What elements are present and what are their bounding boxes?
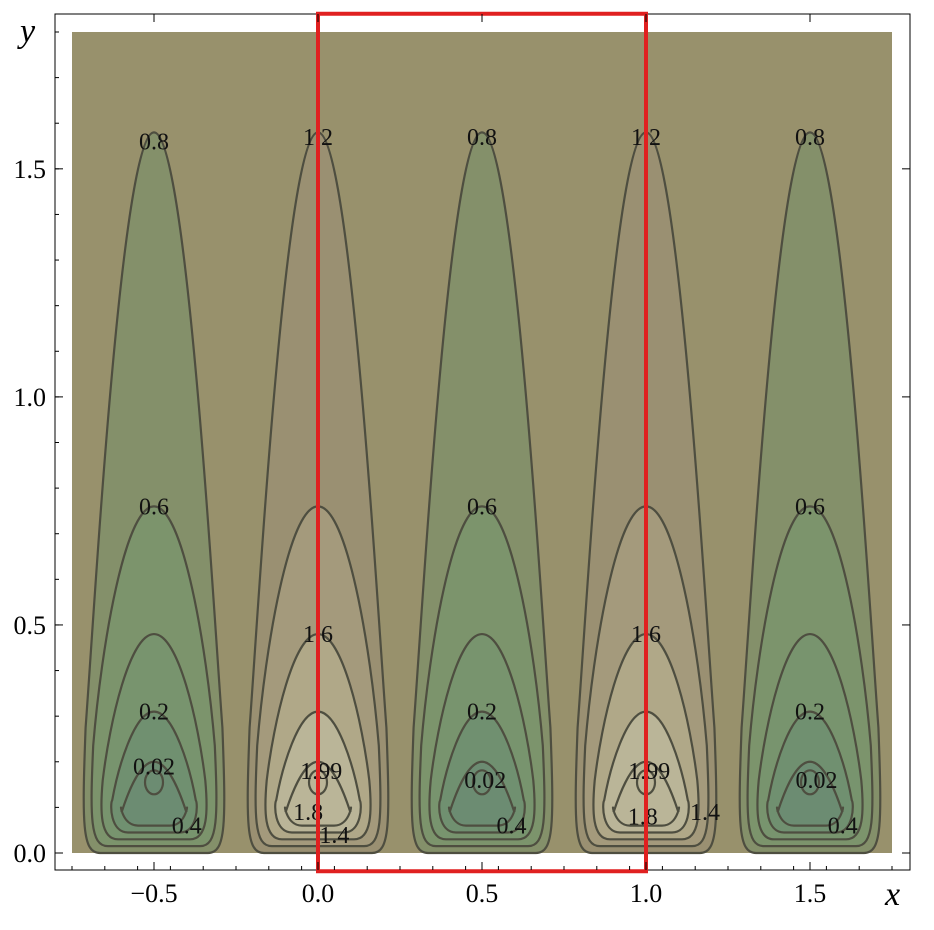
contour-label-20: 0.6: [795, 494, 825, 520]
x-tick-label-2: 0.5: [466, 879, 499, 908]
contour-label-17: 1.99: [628, 759, 670, 785]
contour-label-layer: 0.80.60.20.020.41.21.61.991.81.40.80.60.…: [133, 125, 858, 849]
contour-label-11: 0.6: [467, 494, 497, 520]
contour-label-22: 0.2: [795, 700, 825, 726]
highlight-rectangle: [316, 11, 648, 874]
y-tick-label-2: 1.0: [14, 383, 47, 412]
x-tick-label-4: 1.5: [794, 879, 827, 908]
contour-label-7: 1.99: [300, 759, 342, 785]
contour-core-well-2: [471, 769, 493, 796]
x-tick-label-3: 1.0: [630, 879, 663, 908]
y-tick-label-3: 1.5: [14, 155, 47, 184]
contour-label-4: 0.4: [172, 814, 202, 840]
contour-label-21: 0.8: [795, 125, 825, 151]
contour-label-1: 0.6: [139, 494, 169, 520]
contour-label-9: 1.4: [319, 823, 349, 849]
contour-core-well-0: [143, 769, 165, 796]
y-tick-label-0: 0.0: [14, 839, 47, 868]
contour-label-13: 0.02: [464, 768, 506, 794]
contour-label-0: 0.8: [139, 129, 169, 155]
contour-label-10: 0.8: [467, 125, 497, 151]
contour-label-23: 0.02: [796, 768, 838, 794]
contour-label-12: 0.2: [467, 700, 497, 726]
contour-label-18: 1.8: [628, 805, 658, 831]
contour-label-14: 0.4: [497, 814, 527, 840]
y-tick-label-1: 0.5: [14, 611, 47, 640]
x-axis-label: x: [884, 876, 900, 913]
filled-region-layer: [72, 32, 892, 855]
contour-label-24: 0.4: [828, 814, 858, 840]
highlight-layer: [316, 11, 648, 874]
x-tick-label-1: 0.0: [302, 879, 335, 908]
contour-label-2: 0.2: [139, 700, 169, 726]
x-tick-label-0: −0.5: [130, 879, 177, 908]
contour-core-well-4: [799, 769, 821, 796]
contour-label-19: 1.4: [690, 800, 720, 826]
tick-layer: −0.5 0.0 0.5 1.0 1.5 0.0 0.5 1.0 1.5: [14, 14, 910, 908]
contour-label-3: 0.02: [133, 754, 175, 780]
y-axis-label: y: [17, 13, 36, 50]
